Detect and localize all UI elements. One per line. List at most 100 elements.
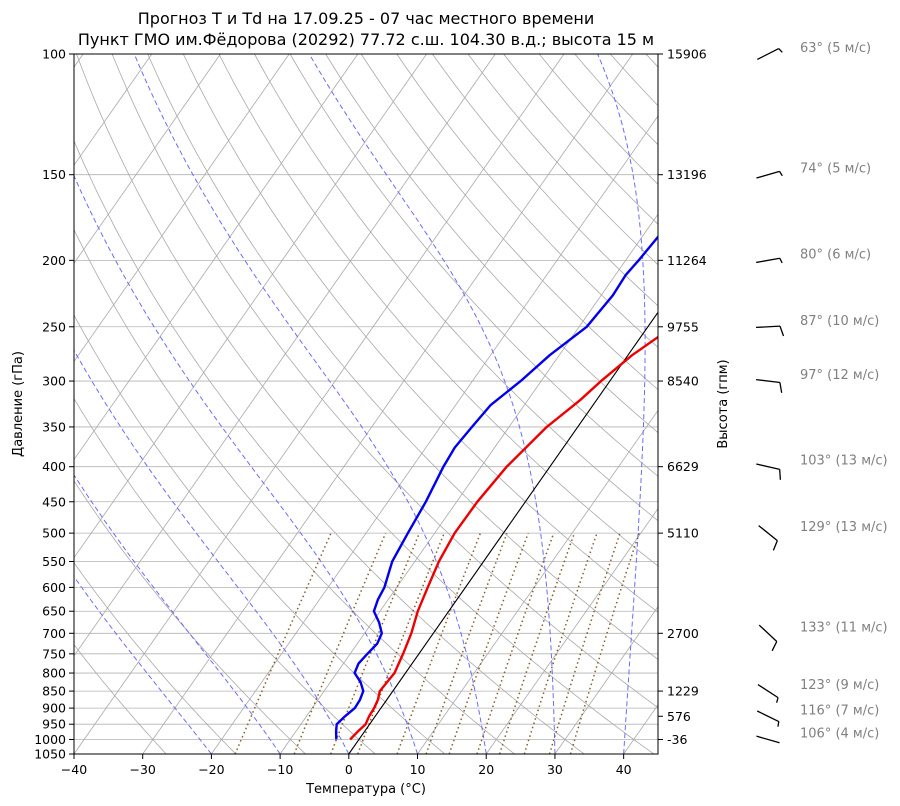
- isotherm-line: [211, 115, 658, 754]
- dry-adiabat-line: [574, 54, 658, 146]
- x-tick-label: 20: [478, 762, 494, 777]
- wind-barb: 123° (9 м/с): [757, 678, 879, 703]
- dry-adiabat-line: [645, 54, 658, 68]
- wind-barb: 116° (7 м/с): [756, 703, 879, 727]
- pressure-tick-label: 700: [42, 626, 66, 641]
- dry-adiabat-line: [431, 54, 658, 307]
- height-tick-label: 11264: [667, 253, 707, 268]
- wind-barb: 87° (10 м/с): [755, 314, 879, 337]
- mixing-ratio-line: [293, 532, 387, 754]
- wind-barb-label: 123° (9 м/с): [800, 678, 879, 693]
- wind-barb-staff: [756, 170, 780, 179]
- wind-barb-staff: [755, 325, 781, 329]
- wind-barb-staff: [756, 257, 780, 264]
- isotherm-line: [417, 409, 658, 754]
- mixing-ratio-line: [234, 532, 332, 754]
- wind-barb: 103° (13 м/с): [756, 454, 888, 480]
- wind-barb: 133° (11 м/с): [758, 620, 888, 652]
- pressure-tick-label: 900: [42, 701, 66, 716]
- wind-barb-staff: [756, 378, 780, 384]
- height-axis-ticks: 15906 13196 11264 9755 8540 6629 5110 2700 1229 5…: [658, 47, 707, 747]
- wind-barb: 63° (5 м/с): [757, 41, 871, 61]
- x-tick-label: 10: [410, 762, 426, 777]
- height-tick-label: 15906: [667, 47, 707, 62]
- mixing-ratio-line: [476, 532, 555, 754]
- plot-frame: [73, 53, 659, 755]
- wind-barb-label: 133° (11 м/с): [800, 620, 888, 635]
- height-tick-label: 2700: [667, 626, 699, 641]
- zero-isotherm-line: [348, 311, 658, 754]
- dry-adiabat-line: [147, 54, 658, 660]
- pressure-grid: [74, 53, 658, 755]
- pressure-tick-label: 250: [42, 319, 66, 334]
- dry-adiabat-line: [218, 54, 658, 567]
- isotherm-line: [554, 606, 658, 754]
- dry-adiabat-line: [609, 54, 658, 107]
- chart-title: Прогноз T и Td на 17.09.25 - 07 час мест…: [138, 9, 594, 28]
- x-axis-label: Температура (°C): [305, 782, 426, 797]
- wind-barb-label: 106° (4 м/с): [800, 726, 879, 741]
- dry-adiabat-line: [74, 397, 376, 754]
- wind-barb-half-flag: [778, 171, 783, 177]
- moist-adiabat-line: [308, 54, 556, 754]
- pressure-tick-label: 350: [42, 419, 66, 434]
- x-tick-label: 40: [616, 762, 632, 777]
- wind-barb-flag: [772, 540, 778, 551]
- height-tick-label: 13196: [667, 167, 707, 182]
- thermodynamic-background: [74, 54, 658, 754]
- wind-barb-staff: [757, 47, 779, 61]
- wind-barb-half-flag: [777, 721, 780, 727]
- pressure-tick-label: 150: [42, 167, 66, 182]
- dry-adiabat-line: [254, 54, 658, 522]
- dry-adiabat-line: [325, 54, 658, 434]
- wind-barb: 74° (5 м/с): [756, 162, 871, 179]
- isotherm-line: [623, 704, 658, 754]
- wind-barb-label: 129° (13 м/с): [800, 520, 888, 535]
- mixing-ratio-line: [569, 532, 640, 754]
- wind-barb-label: 87° (10 м/с): [800, 314, 879, 329]
- dry-adiabat-line: [396, 54, 658, 348]
- pressure-tick-label: 1000: [34, 732, 66, 747]
- pressure-tick-label: 650: [42, 604, 66, 619]
- mixing-ratio-line: [523, 532, 598, 754]
- moist-adiabat-line: [133, 54, 487, 754]
- pressure-tick-label: 950: [42, 717, 66, 732]
- wind-barbs: 63° (5 м/с) 74° (5 м/с) 80° (6 м/с) 87° (10…: [755, 41, 888, 744]
- wind-barb-staff: [758, 525, 778, 542]
- height-tick-label: 1229: [667, 684, 699, 699]
- dry-adiabat-line: [289, 54, 658, 477]
- dry-adiabat-line: [74, 314, 446, 754]
- pressure-tick-label: 450: [42, 494, 66, 509]
- wind-barb-label: 116° (7 м/с): [800, 703, 879, 718]
- height-tick-label: 6629: [667, 459, 699, 474]
- mixing-ratio-line: [448, 532, 529, 754]
- wind-barb: 97° (12 м/с): [756, 368, 879, 393]
- x-tick-label: −30: [130, 762, 156, 777]
- isotherm-line: [74, 54, 496, 657]
- dry-adiabat-line: [74, 644, 167, 754]
- moist-adiabat-line: [74, 174, 418, 754]
- pressure-tick-label: 300: [42, 374, 66, 389]
- y-axis-label: Давление (гПа): [11, 351, 26, 457]
- isotherm-line: [74, 54, 221, 264]
- wind-barb-flag: [771, 641, 778, 652]
- wind-barb-label: 103° (13 м/с): [800, 454, 888, 469]
- moist-adiabat-line: [597, 54, 646, 754]
- height-tick-label: 9755: [667, 319, 699, 334]
- dry-adiabat-line: [503, 54, 658, 225]
- wind-barb-label: 80° (6 м/с): [800, 247, 871, 262]
- height-axis-label: Высота (гпм): [716, 359, 731, 448]
- pressure-tick-label: 1050: [34, 747, 66, 762]
- series-line-t: [349, 335, 658, 741]
- wind-barb-flag: [779, 325, 785, 337]
- pressure-tick-label: 850: [42, 684, 66, 699]
- dry-adiabat-line: [74, 228, 515, 754]
- dry-adiabat-line: [467, 54, 658, 266]
- dry-adiabat-line: [182, 54, 658, 613]
- wind-barb-half-flag: [775, 697, 779, 703]
- height-tick-label: 5110: [667, 526, 699, 541]
- series-line-td: [334, 234, 658, 740]
- pressure-tick-label: 550: [42, 554, 66, 569]
- dry-adiabat-line: [111, 54, 658, 709]
